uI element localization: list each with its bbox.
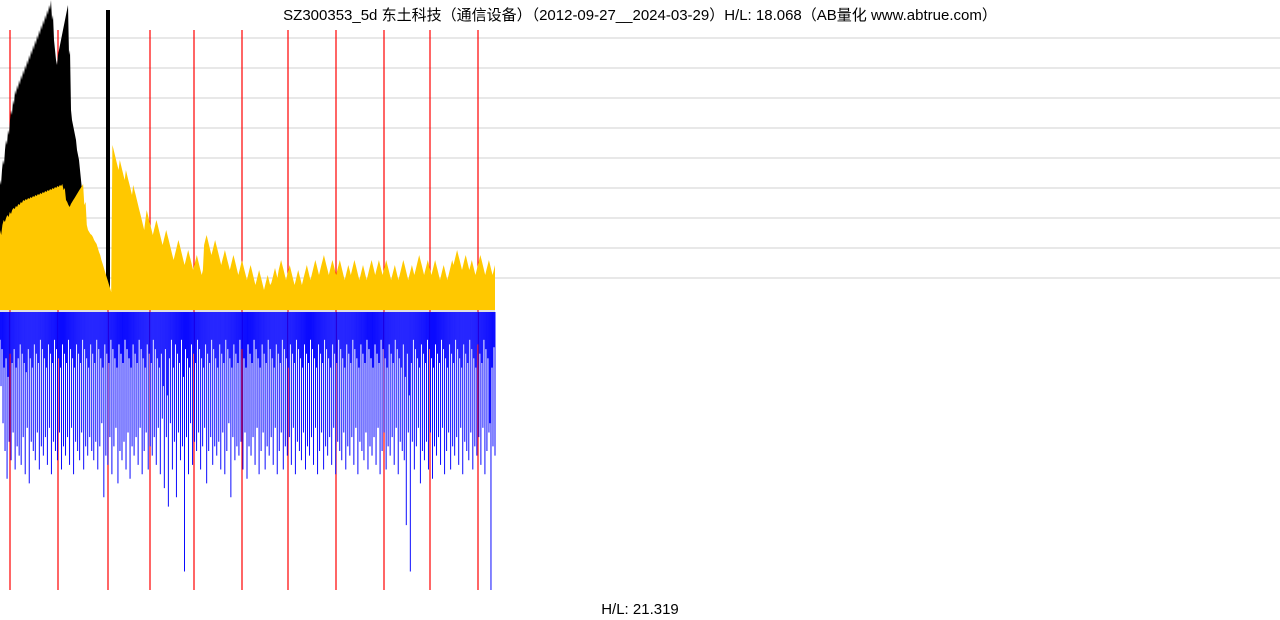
bottom-hl-label: H/L: 21.319 [0, 601, 1280, 618]
stock-chart: SZ300353_5d 东土科技（通信设备）（2012-09-27__2024-… [0, 0, 1280, 620]
chart-svg [0, 0, 1280, 620]
